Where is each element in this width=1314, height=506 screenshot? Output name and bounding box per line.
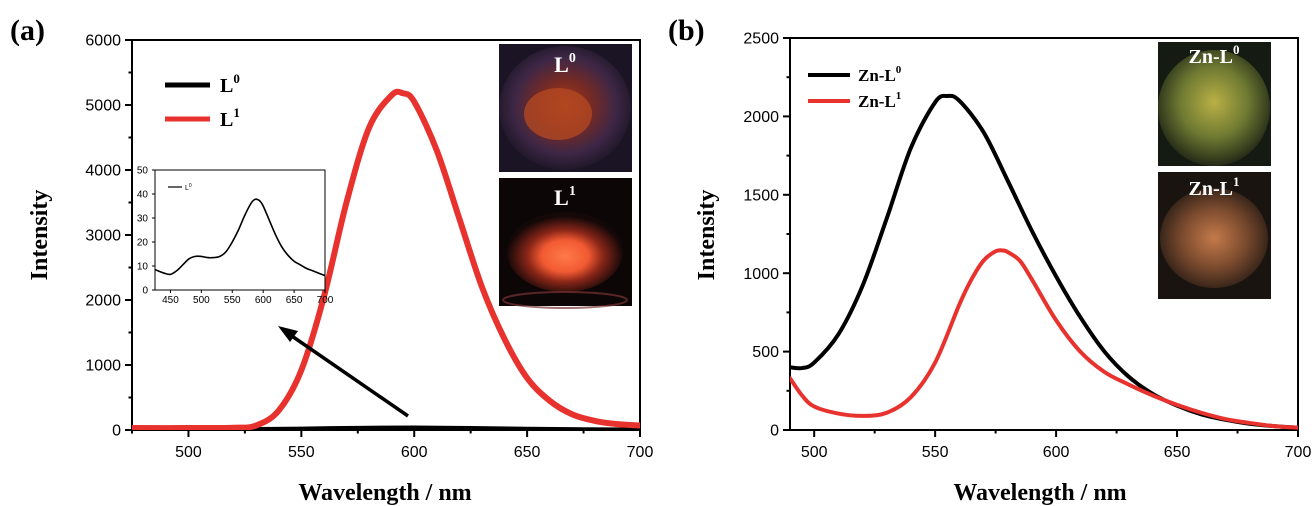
panel-b-xtick-label-650: 650 bbox=[1164, 444, 1191, 461]
inset-xtick-label-600: 600 bbox=[255, 295, 272, 306]
panel-a-xtick-label-550: 550 bbox=[288, 444, 315, 461]
photo-label-znl1: Zn-L1 bbox=[1189, 174, 1240, 200]
panel-b-plot: 500 550 600 650 700 0 500 1000 1500 2000 2500 bbox=[743, 31, 1311, 461]
inset-frame bbox=[154, 169, 326, 291]
inset-xtick-label-500: 500 bbox=[193, 295, 210, 306]
photo-label-znl0: Zn-L0 bbox=[1189, 42, 1240, 68]
photo-znl0: Zn-L0 bbox=[1158, 42, 1271, 166]
photo-l1: L1 bbox=[499, 178, 632, 309]
panel-a-ylabel: Intensity bbox=[27, 190, 53, 281]
inset-ytick-label-20: 20 bbox=[137, 238, 149, 249]
inset-ytick-label-0: 0 bbox=[142, 286, 148, 297]
panel-a-series-l1-line bbox=[132, 88, 640, 430]
panel-a-ytick-label-4000: 4000 bbox=[85, 163, 121, 180]
panel-a-legend: L0 L1 bbox=[165, 71, 240, 131]
panel-a-xtick-label-700: 700 bbox=[627, 444, 654, 461]
inset-ytick-label-30: 30 bbox=[137, 214, 149, 225]
inset-xtick-label-550: 550 bbox=[224, 295, 241, 306]
panel-b: (b) 500 550 600 650 70005001000150020002500 … bbox=[668, 14, 1311, 506]
legend-label-znl1: Zn-L1 bbox=[858, 90, 901, 111]
panel-b-label: (b) bbox=[668, 14, 705, 47]
panel-a-xtick-label-600: 600 bbox=[401, 444, 428, 461]
panel-b-xlabel: Wavelength / nm bbox=[953, 480, 1126, 506]
inset-legend-label: L0 bbox=[185, 183, 192, 192]
panel-b-ytick-label-1000: 1000 bbox=[743, 266, 779, 283]
panel-b-ytick-label-2000: 2000 bbox=[743, 109, 779, 126]
panel-a-xtick-label-650: 650 bbox=[514, 444, 541, 461]
panel-b-ytick-label-2500: 2500 bbox=[743, 31, 779, 48]
inset-xtick-label-450: 450 bbox=[162, 295, 179, 306]
legend-label-l1: L1 bbox=[220, 105, 240, 131]
panel-a-ytick-label-3000: 3000 bbox=[85, 228, 121, 245]
panel-a-xtick-label-500: 500 bbox=[175, 444, 202, 461]
panel-a-ytick-label-2000: 2000 bbox=[85, 293, 121, 310]
panel-b-series-znl1-line bbox=[790, 248, 1298, 430]
panel-b-ytick-label-0: 0 bbox=[770, 423, 779, 440]
panel-a-ytick-label-0: 0 bbox=[112, 423, 121, 440]
panel-b-ylabel: Intensity bbox=[694, 190, 720, 281]
inset-xtick-label-700: 700 bbox=[317, 295, 334, 306]
legend-label-l0: L0 bbox=[220, 71, 240, 97]
photo-label-l0: L0 bbox=[554, 51, 576, 77]
photo-znl1: Zn-L1 bbox=[1158, 172, 1271, 299]
photo-l0: L0 bbox=[499, 44, 632, 172]
inset-ytick-label-10: 10 bbox=[137, 262, 149, 273]
inset-ytick-label-50: 50 bbox=[137, 166, 149, 177]
panel-b-xtick-label-550: 550 bbox=[922, 444, 949, 461]
inset-series-0-line bbox=[155, 198, 325, 277]
inset-background bbox=[155, 170, 325, 290]
inset-ytick-label-40: 40 bbox=[137, 190, 149, 201]
inset-arrow bbox=[278, 326, 409, 418]
panel-a-ytick-label-1000: 1000 bbox=[85, 358, 121, 375]
inset-plot: 450 500 550 600 650 700 0 10 20 30 40 50 L0 bbox=[137, 166, 334, 307]
legend-label-znl0: Zn-L0 bbox=[858, 64, 902, 85]
panel-a: (a) 500 550 600 650 700010002000300040005000… bbox=[10, 14, 653, 506]
photo-label-l1: L1 bbox=[554, 184, 576, 210]
panel-a-xlabel: Wavelength / nm bbox=[298, 480, 471, 506]
panel-b-legend: Zn-L0 Zn-L1 bbox=[808, 64, 902, 111]
panel-b-ytick-label-500: 500 bbox=[752, 344, 779, 361]
panel-b-xtick-label-500: 500 bbox=[801, 444, 828, 461]
inset-xtick-label-650: 650 bbox=[286, 295, 303, 306]
panel-b-ytick-label-1500: 1500 bbox=[743, 187, 779, 204]
panel-a-ytick-label-6000: 6000 bbox=[85, 33, 121, 50]
panel-b-xtick-label-600: 600 bbox=[1043, 444, 1070, 461]
panel-b-xtick-label-700: 700 bbox=[1285, 444, 1312, 461]
panel-a-ytick-label-5000: 5000 bbox=[85, 98, 121, 115]
panel-a-label: (a) bbox=[10, 14, 45, 47]
